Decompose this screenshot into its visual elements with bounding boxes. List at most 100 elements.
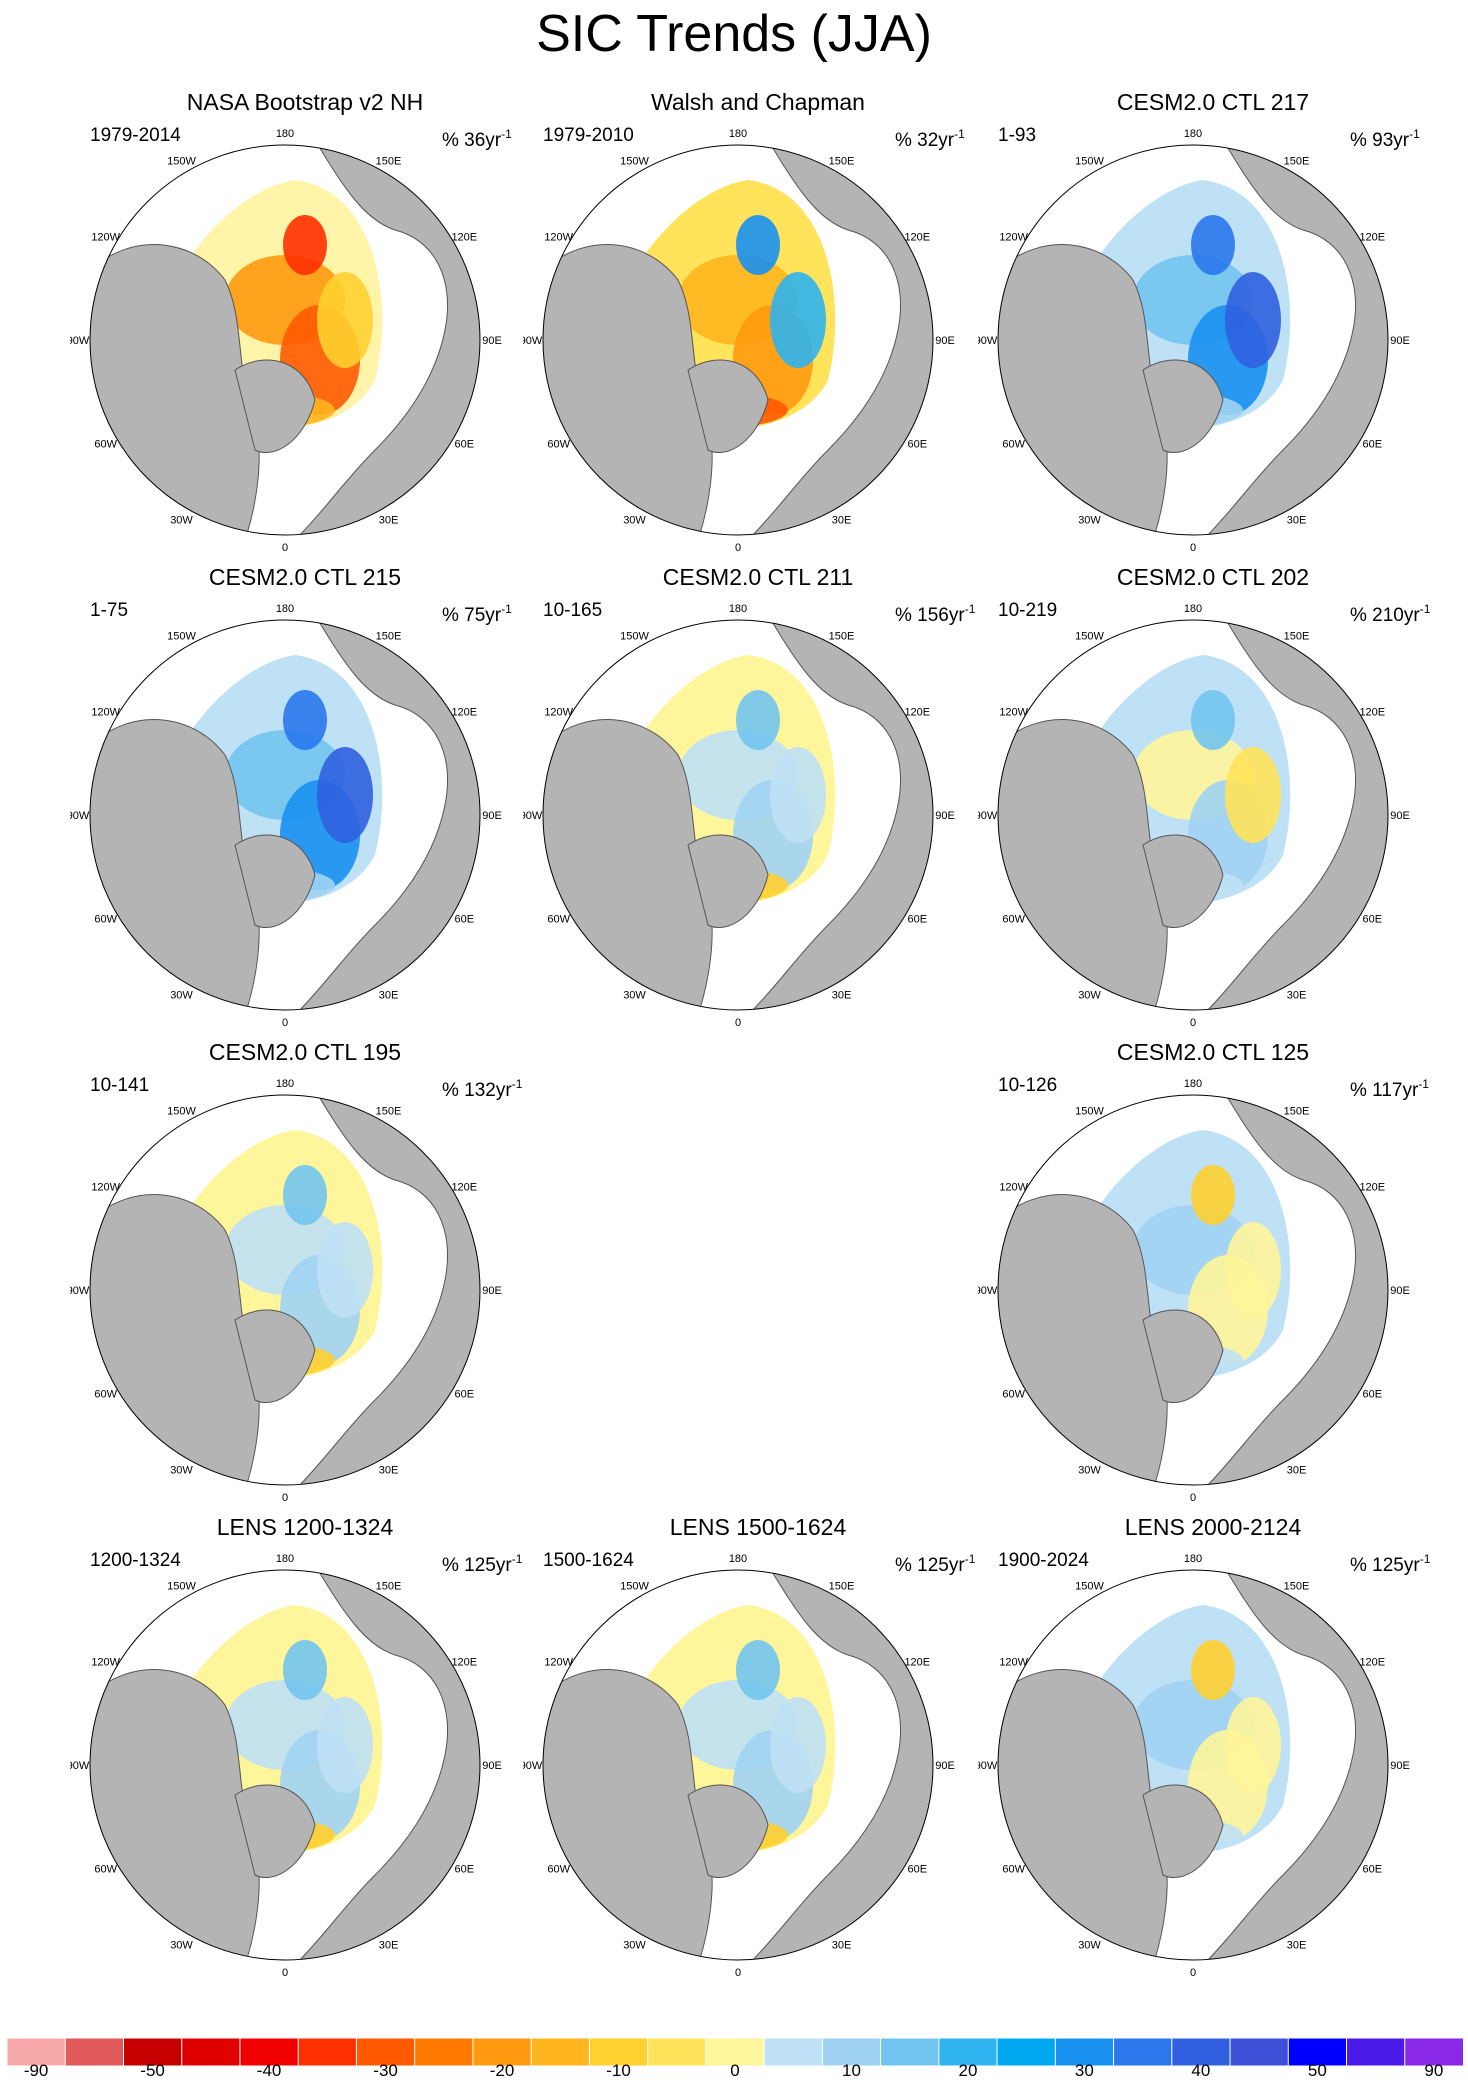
longitude-label: 60E — [1363, 439, 1383, 451]
longitude-label: 60W — [94, 439, 117, 451]
colorbar-label: -20 — [489, 2061, 515, 2080]
longitude-label: 150W — [167, 156, 196, 168]
trend-anomaly — [317, 1222, 373, 1318]
longitude-label: 120W — [91, 1657, 120, 1669]
longitude-label: 150E — [376, 631, 402, 643]
longitude-label: 150E — [376, 156, 402, 168]
longitude-label: 150E — [829, 631, 855, 643]
panel-amplitude: % 125yr-1 — [895, 1547, 975, 1578]
longitude-label: 120E — [1359, 1182, 1385, 1194]
longitude-label: 60W — [1002, 439, 1025, 451]
amplitude-value: % 125yr — [442, 1555, 512, 1576]
longitude-label: 150E — [376, 1106, 402, 1118]
colorbar-swatch — [821, 2038, 882, 2067]
longitude-label: 30E — [1287, 989, 1307, 1001]
longitude-label: 90E — [482, 335, 502, 347]
amplitude-value: % 75yr — [442, 605, 502, 626]
land-mass — [746, 620, 933, 1010]
panel-amplitude: % 125yr-1 — [442, 1547, 522, 1578]
longitude-label: 30W — [623, 514, 646, 526]
polar-map: 180 150E 120E 90E 60E 30E 0 30W 60W 90W 120W 150W — [978, 1553, 1410, 1977]
longitude-label: 60E — [455, 1864, 475, 1876]
colorbar-swatch — [181, 2038, 241, 2067]
land-mass — [293, 1570, 480, 1960]
longitude-label: 30E — [1287, 1939, 1307, 1951]
longitude-label: 60E — [455, 1389, 475, 1401]
polar-map: 180 150E 120E 90E 60E 30E 0 30W 60W 90W 120W 150W — [978, 603, 1410, 1027]
amplitude-exponent: -1 — [954, 127, 965, 141]
longitude-label: 120W — [544, 232, 573, 244]
longitude-label: 90W — [978, 335, 998, 347]
trend-anomaly — [1225, 747, 1281, 843]
colorbar-label: -40 — [256, 2061, 282, 2080]
panel-amplitude: % 156yr-1 — [895, 597, 975, 628]
map-panel: CESM2.0 CTL 202 10-219 % 210yr-1 180 150E 120… — [978, 557, 1448, 1027]
map-boundary — [997, 144, 1389, 536]
panel-title: Walsh and Chapman — [651, 89, 865, 115]
longitude-label: 90E — [1390, 1285, 1410, 1297]
longitude-label: 60E — [1363, 1864, 1383, 1876]
longitude-label: 180 — [1184, 603, 1202, 615]
map-boundary — [542, 1569, 934, 1961]
longitude-label: 0 — [282, 542, 288, 552]
longitude-label: 0 — [735, 542, 741, 552]
longitude-label: 60W — [94, 1864, 117, 1876]
panel-period: 10-219 — [998, 600, 1058, 621]
panel-title: LENS 1200-1324 — [216, 1514, 394, 1540]
colorbar-swatch — [1171, 2038, 1232, 2067]
panel-period: 1-75 — [90, 600, 129, 621]
longitude-label: 60W — [94, 914, 117, 926]
longitude-label: 90W — [70, 810, 90, 822]
longitude-label: 150E — [829, 1581, 855, 1593]
map-panel: LENS 1200-1324 1200-1324% 125yr-1 180 150E 1… — [70, 1507, 540, 1977]
colorbar-swatch — [1113, 2038, 1173, 2067]
polar-map: 180 150E 120E 90E 60E 30E 0 30W 60W 90W 120W 150W — [978, 128, 1410, 552]
land-mass — [1201, 1570, 1388, 1960]
longitude-label: 120E — [451, 232, 477, 244]
trend-anomaly — [1191, 1640, 1235, 1700]
longitude-label: 150E — [376, 1581, 402, 1593]
longitude-label: 90E — [1390, 335, 1410, 347]
colorbar-swatch — [297, 2038, 358, 2067]
colorbar — [7, 2038, 1463, 2067]
colorbar-swatch — [1229, 2038, 1290, 2067]
colorbar-label: -30 — [373, 2061, 398, 2080]
longitude-label: 90W — [70, 335, 90, 347]
amplitude-exponent: -1 — [511, 1077, 523, 1091]
colorbar-swatch — [705, 2038, 766, 2067]
longitude-label: 60W — [547, 1864, 570, 1876]
panel-period: 1979-2014 — [90, 125, 181, 146]
panel-period: 1500-1624 — [543, 1550, 634, 1571]
longitude-label: 60E — [1363, 914, 1383, 926]
map-boundary — [997, 1094, 1389, 1486]
panel-title: CESM2.0 CTL 125 — [1116, 1039, 1310, 1065]
longitude-label: 150W — [620, 631, 649, 643]
amplitude-exponent: -1 — [501, 602, 512, 616]
colorbar-swatch — [530, 2038, 591, 2067]
panel-title: LENS 2000-2124 — [1124, 1514, 1302, 1540]
map-boundary — [89, 144, 481, 536]
panel-title: CESM2.0 CTL 211 — [662, 564, 854, 590]
longitude-label: 120W — [91, 1182, 120, 1194]
longitude-label: 150W — [167, 631, 196, 643]
longitude-label: 90E — [1390, 810, 1410, 822]
longitude-label: 180 — [276, 603, 294, 615]
longitude-label: 60E — [908, 1864, 928, 1876]
trend-anomaly — [317, 1697, 373, 1793]
longitude-label: 0 — [1190, 1492, 1196, 1502]
longitude-label: 90W — [523, 810, 543, 822]
colorbar-label: 0 — [730, 2061, 740, 2080]
trend-anomaly — [317, 747, 373, 843]
map-boundary — [89, 1094, 481, 1486]
longitude-label: 60E — [455, 914, 475, 926]
amplitude-value: % 36yr — [442, 130, 502, 151]
longitude-label: 30E — [832, 989, 852, 1001]
longitude-label: 30W — [170, 1464, 193, 1476]
polar-map: 180 150E 120E 90E 60E 30E 0 30W 60W 90W 120W 150W — [523, 603, 955, 1027]
map-panel: CESM2.0 CTL 215 1-75 % 75yr-1 180 150E 120E 90… — [70, 557, 540, 1027]
trend-anomaly — [770, 272, 826, 368]
amplitude-value: % 32yr — [895, 130, 955, 151]
amplitude-exponent: -1 — [511, 1552, 523, 1566]
land-mass — [234, 834, 316, 928]
polar-map: 180 150E 120E 90E 60E 30E 0 30W 60W 90W 120W 150W — [70, 1553, 502, 1977]
